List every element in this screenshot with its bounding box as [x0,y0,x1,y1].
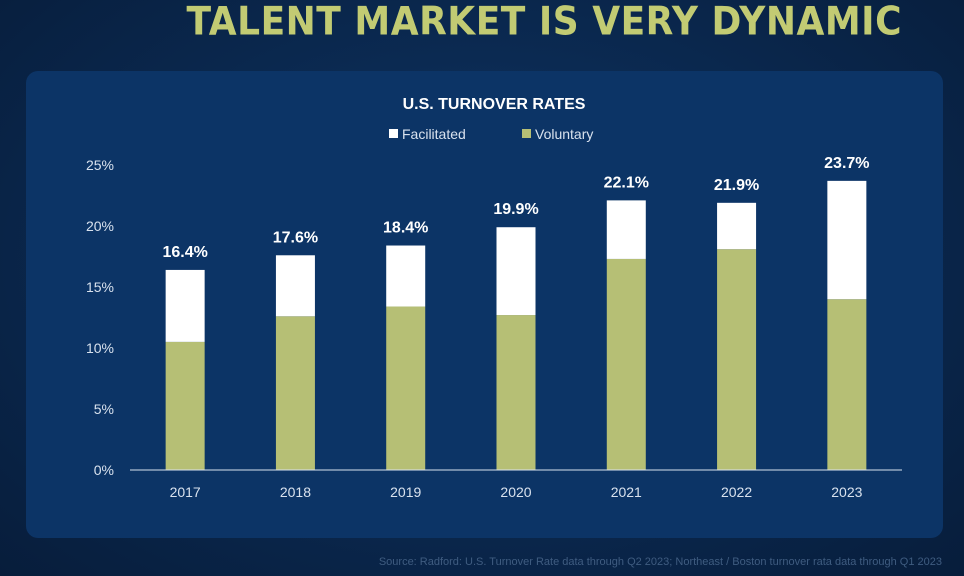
x-tick-label-2020: 2020 [500,484,531,500]
x-tick-label-2023: 2023 [831,484,862,500]
source-note: Source: Radford: U.S. Turnover Rate data… [378,556,942,568]
bar-facilitated-2018 [275,255,315,317]
total-label-2017: 16.4% [162,244,207,261]
total-label-2022: 21.9% [714,177,759,194]
bar-facilitated-2022 [717,202,757,250]
x-tick-label-2017: 2017 [170,484,201,500]
y-tick-label: 0% [94,462,114,478]
bar-voluntary-2023 [827,299,867,470]
total-label-2021: 22.1% [604,174,649,191]
chart-title: U.S. TURNOVER RATES [403,96,586,113]
bar-facilitated-2021 [606,200,646,259]
y-tick-label: 10% [86,340,114,356]
bar-voluntary-2022 [717,249,757,470]
x-tick-label-2019: 2019 [390,484,421,500]
bar-voluntary-2017 [165,341,205,470]
x-tick-label-2022: 2022 [721,484,752,500]
y-tick-label: 25% [86,157,114,173]
bar-voluntary-2018 [275,316,315,470]
total-label-2020: 19.9% [493,201,538,218]
chart-legend: Facilitated Voluntary [389,126,593,142]
bar-voluntary-2019 [386,306,426,470]
y-axis: 0% 5% 10% 15% 20% 25% [86,157,114,478]
slide-title: TALENT MARKET IS VERY DYNAMIC [186,0,902,45]
legend-label-voluntary: Voluntary [535,126,593,142]
bar-facilitated-2023 [827,180,867,300]
bar-facilitated-2017 [165,269,205,342]
bar-voluntary-2020 [496,315,536,470]
bar-series: 16.4% 17.6% 18.4% 19.9% 22.1% 21.9% 23.7% [162,155,870,470]
bar-facilitated-2019 [386,245,426,307]
total-label-2019: 18.4% [383,220,428,237]
legend-label-facilitated: Facilitated [402,126,466,142]
y-tick-label: 20% [86,218,114,234]
y-tick-label: 15% [86,279,114,295]
y-tick-label: 5% [94,401,114,417]
total-label-2023: 23.7% [824,155,869,172]
x-tick-label-2018: 2018 [280,484,311,500]
legend-swatch-voluntary [522,129,531,138]
legend-swatch-facilitated [389,129,398,138]
x-axis: 2017 2018 2019 2020 2021 2022 2023 [170,484,863,500]
bar-facilitated-2020 [496,227,536,316]
x-tick-label-2021: 2021 [611,484,642,500]
bar-voluntary-2021 [606,258,646,470]
total-label-2018: 17.6% [273,229,318,246]
